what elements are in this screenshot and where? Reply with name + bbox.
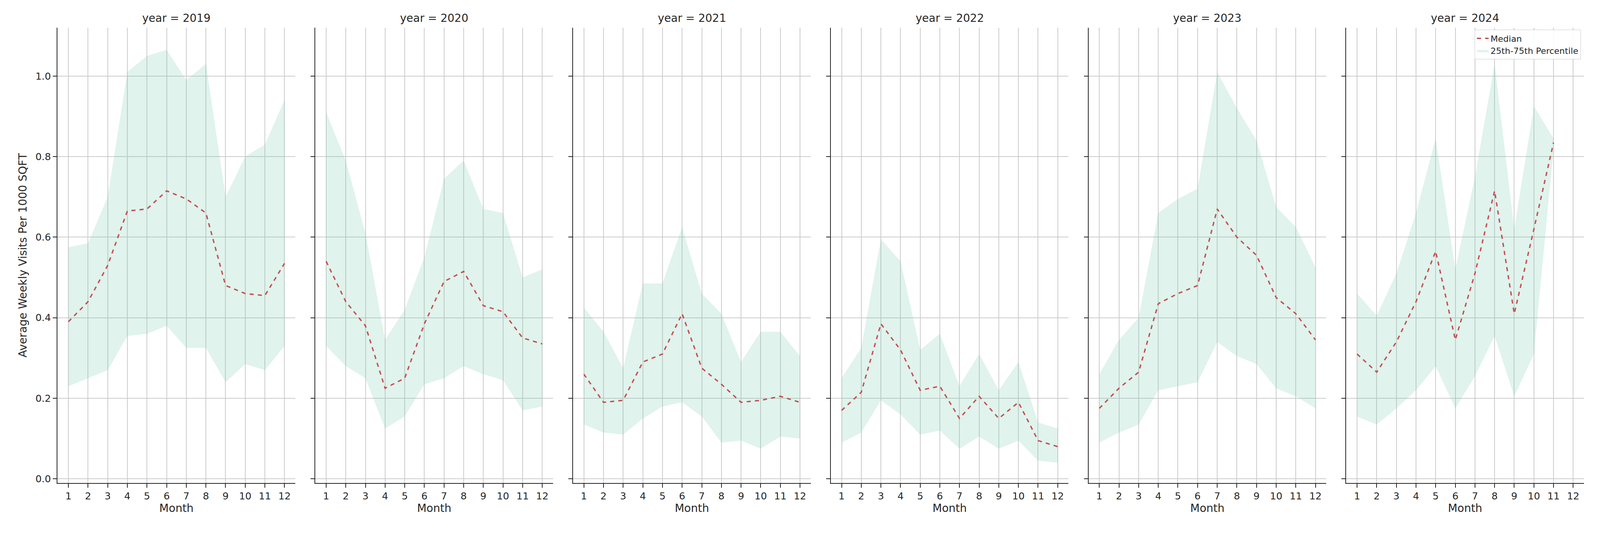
svg-text:Month: Month [932, 501, 967, 515]
svg-text:10: 10 [1269, 490, 1283, 502]
svg-text:year = 2021: year = 2021 [657, 11, 727, 25]
svg-text:1: 1 [580, 490, 588, 502]
svg-text:Month: Month [1448, 501, 1483, 515]
svg-text:4: 4 [897, 490, 904, 502]
svg-text:9: 9 [480, 490, 487, 502]
svg-text:0.4: 0.4 [35, 312, 52, 324]
svg-text:3: 3 [1393, 490, 1400, 502]
svg-text:12: 12 [535, 490, 549, 502]
svg-text:year = 2019: year = 2019 [142, 11, 211, 25]
svg-text:year = 2020: year = 2020 [400, 11, 469, 25]
svg-text:11: 11 [258, 490, 272, 502]
svg-text:1.0: 1.0 [35, 70, 52, 83]
svg-text:4: 4 [639, 490, 647, 502]
svg-text:6: 6 [163, 490, 170, 502]
svg-text:6: 6 [1194, 490, 1201, 502]
svg-text:7: 7 [441, 490, 448, 502]
svg-text:year = 2022: year = 2022 [915, 11, 984, 25]
svg-text:year = 2024: year = 2024 [1430, 11, 1500, 25]
svg-text:2: 2 [1373, 490, 1380, 502]
svg-text:0.2: 0.2 [35, 392, 52, 405]
svg-text:9: 9 [1511, 490, 1518, 502]
svg-text:4: 4 [382, 490, 389, 502]
svg-text:6: 6 [678, 490, 686, 502]
svg-text:8: 8 [1491, 490, 1498, 502]
svg-text:Month: Month [417, 501, 452, 515]
svg-text:10: 10 [496, 490, 510, 502]
svg-text:7: 7 [956, 490, 963, 502]
svg-text:6: 6 [421, 490, 428, 502]
svg-text:10: 10 [239, 490, 252, 502]
svg-text:6: 6 [1452, 490, 1459, 502]
svg-text:2: 2 [858, 490, 865, 502]
svg-text:year = 2023: year = 2023 [1173, 11, 1242, 25]
svg-text:1: 1 [323, 490, 330, 502]
svg-text:4: 4 [124, 490, 131, 502]
svg-text:11: 11 [774, 490, 787, 502]
svg-text:7: 7 [183, 490, 190, 502]
svg-text:7: 7 [1214, 490, 1221, 502]
svg-text:5: 5 [917, 490, 924, 502]
svg-text:2: 2 [342, 490, 349, 502]
svg-text:5: 5 [143, 490, 150, 502]
svg-text:Average Weekly Visits Per 1000: Average Weekly Visits Per 1000 SQFT [16, 152, 30, 358]
svg-text:1: 1 [1353, 490, 1361, 502]
svg-text:8: 8 [718, 490, 725, 502]
svg-text:5: 5 [1432, 490, 1439, 502]
svg-text:1: 1 [838, 490, 845, 502]
svg-text:12: 12 [793, 490, 807, 502]
svg-text:11: 11 [516, 490, 529, 502]
svg-text:Month: Month [159, 501, 194, 515]
svg-text:3: 3 [877, 490, 884, 502]
svg-text:5: 5 [659, 490, 666, 502]
svg-text:4: 4 [1155, 490, 1162, 502]
svg-text:Month: Month [1190, 501, 1225, 515]
svg-text:1: 1 [1096, 490, 1103, 502]
svg-text:7: 7 [1471, 490, 1479, 502]
svg-text:1: 1 [65, 490, 72, 502]
svg-text:9: 9 [995, 490, 1002, 502]
svg-text:11: 11 [1032, 490, 1045, 502]
svg-text:2: 2 [1116, 490, 1123, 502]
svg-text:Month: Month [674, 501, 709, 515]
svg-text:12: 12 [1051, 490, 1065, 502]
svg-text:5: 5 [401, 490, 408, 502]
svg-text:3: 3 [1135, 490, 1142, 502]
svg-text:11: 11 [1547, 490, 1560, 502]
svg-text:9: 9 [1253, 490, 1260, 502]
svg-text:2: 2 [84, 490, 92, 502]
svg-text:3: 3 [619, 490, 627, 502]
svg-text:12: 12 [1309, 490, 1322, 502]
svg-text:8: 8 [976, 490, 983, 502]
svg-text:0.6: 0.6 [35, 231, 52, 243]
svg-text:9: 9 [737, 490, 745, 502]
svg-text:7: 7 [698, 490, 706, 502]
svg-text:12: 12 [1566, 490, 1580, 502]
svg-text:0.8: 0.8 [35, 151, 52, 163]
svg-text:8: 8 [1233, 490, 1240, 502]
svg-text:10: 10 [754, 490, 767, 502]
svg-text:12: 12 [278, 490, 291, 502]
svg-text:8: 8 [460, 490, 467, 502]
svg-text:8: 8 [202, 490, 209, 502]
svg-text:2: 2 [600, 490, 607, 502]
svg-text:3: 3 [104, 490, 111, 502]
svg-text:3: 3 [362, 490, 369, 502]
svg-text:0.0: 0.0 [35, 473, 52, 485]
svg-text:4: 4 [1412, 490, 1420, 502]
svg-text:10: 10 [1527, 490, 1541, 502]
svg-text:10: 10 [1012, 490, 1025, 502]
svg-text:11: 11 [1289, 490, 1302, 502]
svg-text:Median: Median [1490, 33, 1522, 44]
svg-text:9: 9 [222, 490, 229, 502]
svg-text:25th-75th Percentile: 25th-75th Percentile [1490, 46, 1579, 56]
svg-text:5: 5 [1175, 490, 1182, 502]
svg-text:6: 6 [936, 490, 943, 502]
